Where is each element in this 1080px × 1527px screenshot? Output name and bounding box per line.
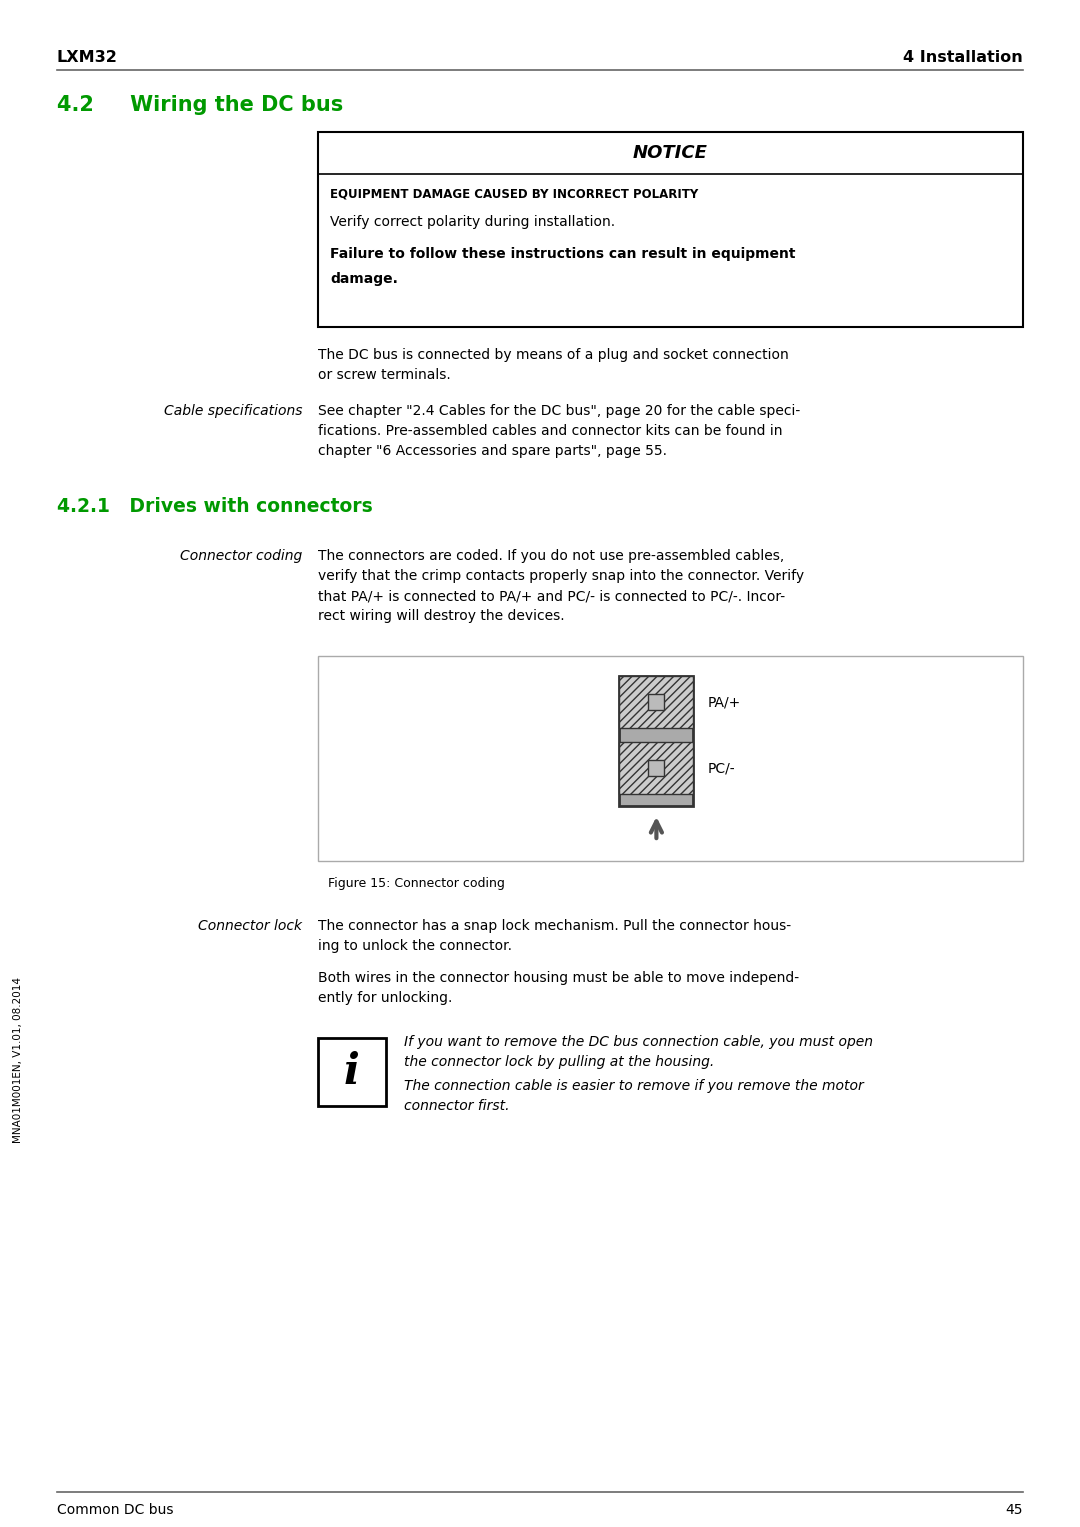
- Text: Failure to follow these instructions can result in equipment: Failure to follow these instructions can…: [330, 247, 796, 261]
- Text: PA/+: PA/+: [707, 695, 741, 709]
- Text: Verify correct polarity during installation.: Verify correct polarity during installat…: [330, 215, 616, 229]
- Text: PC/-: PC/-: [707, 760, 735, 776]
- Text: Cable specifications: Cable specifications: [163, 405, 302, 418]
- Bar: [620, 676, 693, 806]
- Text: 4 Installation: 4 Installation: [903, 50, 1023, 66]
- Text: The connector has a snap lock mechanism. Pull the connector hous-: The connector has a snap lock mechanism.…: [318, 919, 792, 933]
- Text: Common DC bus: Common DC bus: [57, 1503, 174, 1516]
- Text: The DC bus is connected by means of a plug and socket connection: The DC bus is connected by means of a pl…: [318, 348, 788, 362]
- Text: 4.2     Wiring the DC bus: 4.2 Wiring the DC bus: [57, 95, 343, 115]
- Text: the connector lock by pulling at the housing.: the connector lock by pulling at the hou…: [404, 1055, 714, 1069]
- Text: verify that the crimp contacts properly snap into the connector. Verify: verify that the crimp contacts properly …: [318, 570, 805, 583]
- Text: Connector lock: Connector lock: [198, 919, 302, 933]
- Text: connector first.: connector first.: [404, 1099, 510, 1113]
- Text: EQUIPMENT DAMAGE CAUSED BY INCORRECT POLARITY: EQUIPMENT DAMAGE CAUSED BY INCORRECT POL…: [330, 188, 699, 200]
- Bar: [620, 742, 693, 794]
- Text: The connectors are coded. If you do not use pre-assembled cables,: The connectors are coded. If you do not …: [318, 550, 784, 563]
- Text: Figure 15: Connector coding: Figure 15: Connector coding: [328, 876, 504, 890]
- Text: The connection cable is easier to remove if you remove the motor: The connection cable is easier to remove…: [404, 1080, 864, 1093]
- Bar: [318, 131, 1023, 327]
- Bar: [318, 657, 1023, 861]
- Text: ing to unlock the connector.: ing to unlock the connector.: [318, 939, 512, 953]
- Text: LXM32: LXM32: [57, 50, 118, 66]
- Bar: [648, 760, 664, 776]
- Text: or screw terminals.: or screw terminals.: [318, 368, 450, 382]
- Text: chapter "6 Accessories and spare parts", page 55.: chapter "6 Accessories and spare parts",…: [318, 444, 667, 458]
- Text: NOTICE: NOTICE: [633, 144, 707, 162]
- Bar: [648, 693, 664, 710]
- Text: fications. Pre-assembled cables and connector kits can be found in: fications. Pre-assembled cables and conn…: [318, 425, 783, 438]
- Text: Connector coding: Connector coding: [179, 550, 302, 563]
- Text: that PA/+ is connected to PA/+ and PC/- is connected to PC/-. Incor-: that PA/+ is connected to PA/+ and PC/- …: [318, 589, 785, 603]
- Text: damage.: damage.: [330, 272, 397, 286]
- Text: If you want to remove the DC bus connection cable, you must open: If you want to remove the DC bus connect…: [404, 1035, 873, 1049]
- Text: 45: 45: [1005, 1503, 1023, 1516]
- Text: i: i: [345, 1051, 360, 1093]
- Text: Both wires in the connector housing must be able to move independ-: Both wires in the connector housing must…: [318, 971, 799, 985]
- Bar: [318, 1038, 386, 1106]
- Text: See chapter "2.4 Cables for the DC bus", page 20 for the cable speci-: See chapter "2.4 Cables for the DC bus",…: [318, 405, 800, 418]
- Text: rect wiring will destroy the devices.: rect wiring will destroy the devices.: [318, 609, 565, 623]
- Text: 4.2.1   Drives with connectors: 4.2.1 Drives with connectors: [57, 496, 373, 516]
- Text: ently for unlocking.: ently for unlocking.: [318, 991, 453, 1005]
- Bar: [620, 676, 693, 728]
- Text: MNA01M001EN, V1.01, 08.2014: MNA01M001EN, V1.01, 08.2014: [13, 977, 23, 1144]
